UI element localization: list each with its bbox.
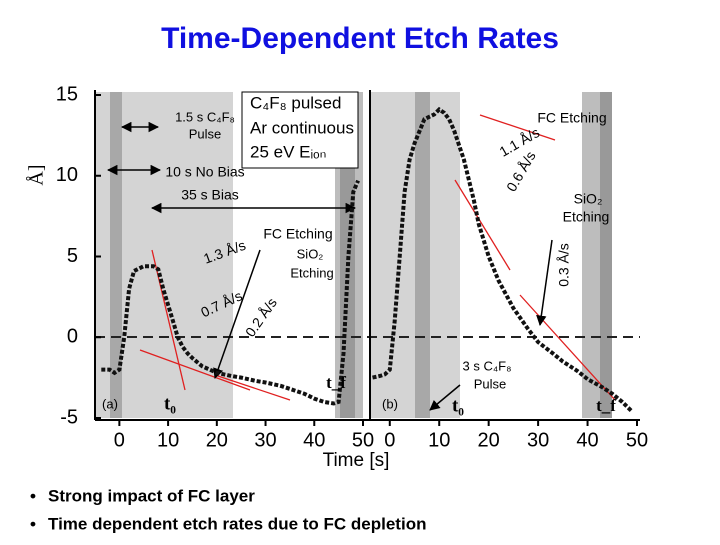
- data-line: [372, 106, 634, 413]
- x-tick-label: 30: [254, 429, 276, 451]
- annotation: 10 s No Bias: [165, 164, 244, 180]
- annotation: SiO₂: [297, 246, 324, 261]
- annotation: FC Etching: [537, 110, 606, 126]
- annotation: Pulse: [474, 376, 507, 391]
- x-tick-label: 20: [478, 429, 500, 451]
- annotation: t_f: [596, 396, 616, 415]
- x-axis-label: Time [s]: [323, 450, 390, 471]
- annotation: t₀: [452, 395, 464, 416]
- y-tick-label: 10: [56, 164, 78, 186]
- annotation: 3 s C₄F₈: [463, 358, 512, 373]
- y-tick-label: 5: [67, 245, 78, 267]
- fit-lines: [139, 114, 616, 401]
- annotation: SiO₂: [574, 191, 603, 207]
- annotation: Ar continuous: [250, 118, 354, 137]
- x-tick-label: 0: [384, 429, 395, 451]
- x-tick-label: 40: [303, 429, 325, 451]
- bullet-dot: •: [30, 514, 36, 533]
- annotation: Etching: [290, 265, 333, 280]
- bullet: Strong impact of FC layer: [48, 486, 255, 505]
- x-tick-label: 30: [527, 429, 549, 451]
- annotation: 25 eV Eᵢₒₙ: [250, 142, 326, 161]
- annotation: (a): [102, 396, 118, 411]
- axes: [94, 90, 640, 421]
- y-tick-label: 0: [67, 326, 78, 348]
- annotation: (b): [382, 396, 398, 411]
- bullet-dot: •: [30, 486, 36, 505]
- x-tick-label: 0: [114, 429, 125, 451]
- annotation: 0.2 Å/s: [242, 295, 280, 340]
- y-tick-label: -5: [60, 406, 78, 428]
- annotation: C₄F₈ pulsed: [250, 93, 341, 112]
- annotation: Pulse: [189, 126, 222, 141]
- x-tick-label: 50: [352, 429, 374, 451]
- annotation: t_f: [326, 373, 346, 392]
- annotation: t₀: [164, 393, 176, 414]
- slide-title: Time-Dependent Etch Rates: [161, 22, 559, 55]
- x-tick-label: 10: [157, 429, 179, 451]
- annotation: 0.3 Å/s: [556, 243, 572, 287]
- annotation: 35 s Bias: [181, 187, 239, 203]
- y-tick-label: 15: [56, 83, 78, 105]
- x-tick-label: 50: [626, 429, 648, 451]
- y-axis-label: Å]: [26, 164, 48, 185]
- annotation: Etching: [563, 209, 610, 225]
- x-tick-label: 40: [576, 429, 598, 451]
- annotation: 1.5 s C₄F₈: [175, 109, 235, 124]
- annotation: 1.1 Å/s: [496, 124, 542, 160]
- x-tick-label: 20: [206, 429, 228, 451]
- bullet: Time dependent etch rates due to FC depl…: [48, 514, 426, 533]
- arrows: [106, 121, 553, 411]
- annotation: FC Etching: [263, 226, 332, 242]
- x-tick-label: 10: [428, 429, 450, 451]
- bullets: • Strong impact of FC layer • Time depen…: [30, 486, 426, 533]
- data-line: [101, 179, 360, 406]
